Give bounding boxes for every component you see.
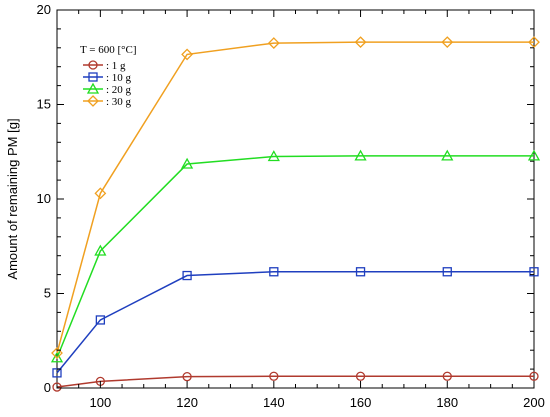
data-point	[267, 37, 280, 49]
series-layer	[50, 36, 541, 392]
data-point	[354, 36, 367, 49]
x-tick-label: 100	[90, 395, 112, 410]
legend-swatch-marker	[87, 95, 99, 107]
data-point	[50, 351, 64, 363]
y-tick-label: 5	[44, 286, 51, 301]
data-point	[182, 372, 192, 382]
data-point	[528, 36, 540, 49]
data-point	[529, 371, 539, 381]
ticks-layer: 0 5 10 15 20 100 120 140 160 180 200	[37, 2, 545, 410]
data-point	[51, 347, 63, 359]
y-tick-label: 0	[44, 380, 51, 395]
legend-label: : 10 g	[106, 72, 132, 84]
legend-label: : 20 g	[106, 84, 132, 96]
legend-swatch-marker	[88, 60, 98, 70]
x-tick-label: 200	[523, 395, 545, 410]
series-line	[56, 155, 534, 359]
legend-swatch-marker	[86, 82, 100, 94]
series-line	[56, 41, 534, 354]
data-point	[269, 371, 279, 381]
data-point	[52, 382, 62, 392]
data-point	[441, 36, 454, 49]
data-point	[181, 48, 194, 61]
data-point	[527, 149, 541, 161]
x-tick-label: 180	[436, 395, 458, 410]
data-point	[269, 267, 279, 277]
series-line	[56, 271, 534, 374]
data-point	[442, 371, 452, 381]
data-point	[355, 267, 366, 277]
data-point	[442, 267, 452, 277]
data-point	[182, 270, 192, 281]
data-point	[94, 187, 107, 200]
data-point	[94, 244, 107, 256]
data-point	[354, 149, 367, 161]
plot-area	[56, 9, 535, 389]
legend-label: : 1 g	[106, 60, 126, 72]
data-point	[355, 371, 366, 381]
legend-title: T = 600 [°C]	[80, 44, 137, 56]
legend: T = 600 [°C] : 1 g: 10 g: 20 g: 30 g	[80, 44, 137, 108]
x-tick-label: 120	[176, 395, 198, 410]
y-axis-label: Amount of remaining PM [g]	[5, 118, 20, 279]
y-tick-label: 10	[37, 191, 51, 206]
data-point	[95, 315, 106, 325]
y-tick-label: 20	[37, 2, 51, 17]
y-tick-label: 15	[37, 97, 51, 112]
data-point	[180, 157, 194, 169]
x-tick-label: 140	[263, 395, 285, 410]
data-point	[529, 267, 539, 277]
data-point	[441, 149, 454, 161]
legend-label: : 30 g	[106, 96, 132, 108]
x-tick-label: 160	[350, 395, 372, 410]
legend-swatch-marker	[88, 72, 98, 82]
data-point	[267, 150, 280, 162]
